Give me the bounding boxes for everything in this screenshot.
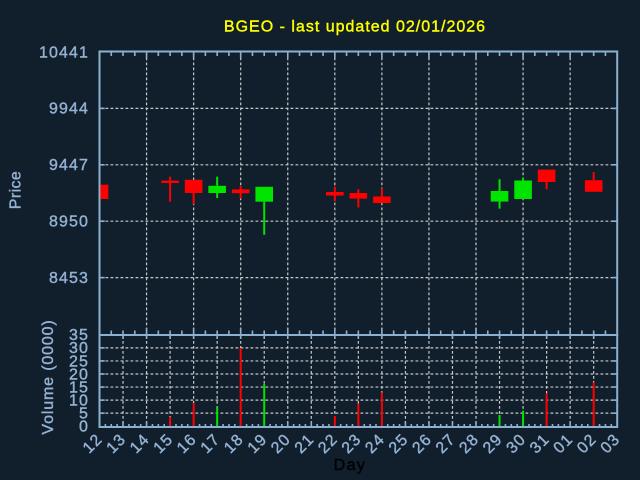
svg-text:8453: 8453 bbox=[49, 270, 89, 287]
svg-text:8950: 8950 bbox=[49, 214, 89, 231]
svg-text:Day: Day bbox=[334, 457, 367, 474]
svg-text:Price: Price bbox=[8, 171, 25, 209]
svg-text:10: 10 bbox=[69, 392, 89, 409]
svg-text:30: 30 bbox=[69, 340, 89, 357]
svg-text:9447: 9447 bbox=[49, 157, 89, 174]
svg-text:10441: 10441 bbox=[39, 44, 89, 61]
svg-text:15: 15 bbox=[69, 379, 89, 396]
svg-text:0: 0 bbox=[79, 419, 89, 436]
svg-text:20: 20 bbox=[69, 366, 89, 383]
svg-text:9944: 9944 bbox=[49, 101, 89, 118]
svg-text:Volume (0000): Volume (0000) bbox=[40, 319, 57, 434]
svg-text:5: 5 bbox=[79, 405, 89, 422]
svg-text:BGEO - last updated 02/01/2026: BGEO - last updated 02/01/2026 bbox=[224, 19, 486, 36]
svg-text:35: 35 bbox=[69, 327, 89, 344]
svg-text:25: 25 bbox=[69, 353, 89, 370]
